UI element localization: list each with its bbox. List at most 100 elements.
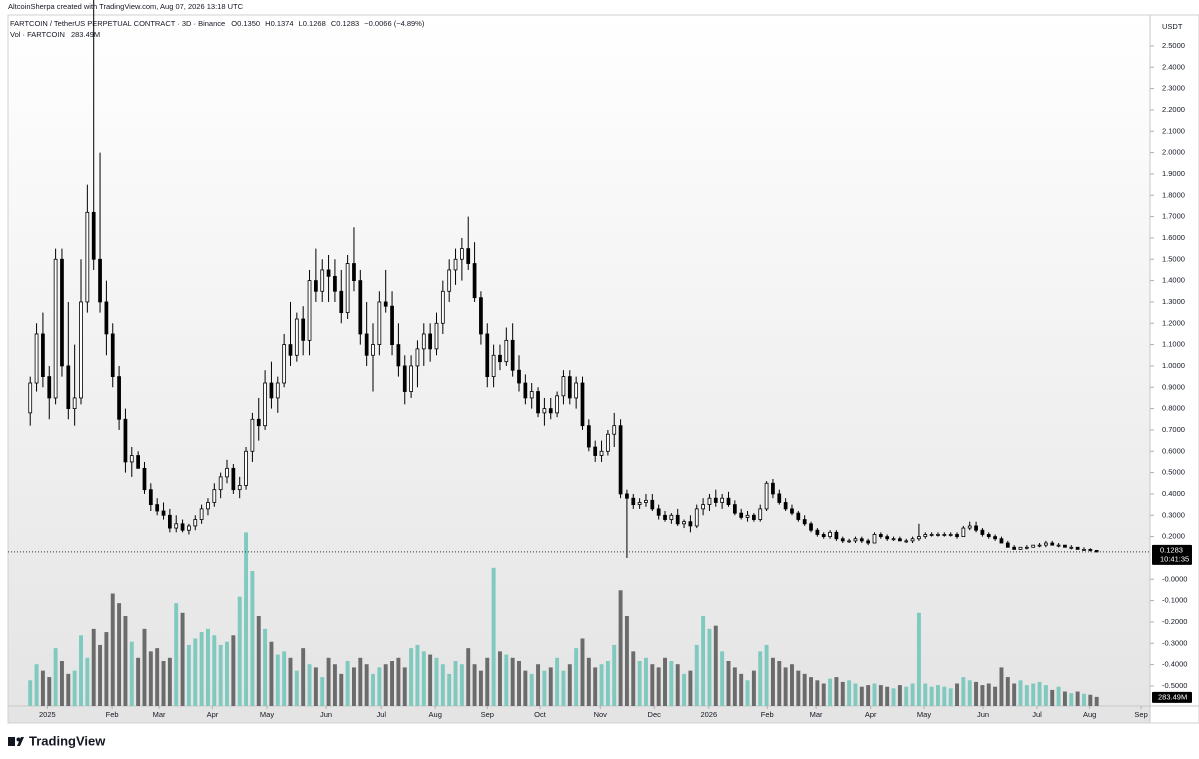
- candle-body: [593, 446, 598, 456]
- y-tick-label: -0.0000: [1162, 574, 1187, 583]
- volume-bar: [853, 683, 858, 706]
- candle-body: [34, 333, 39, 384]
- volume-bar: [269, 641, 274, 706]
- volume-bar: [783, 667, 788, 706]
- y-tick-label: 0.8000: [1162, 404, 1185, 413]
- volume-bar: [434, 657, 439, 706]
- x-tick-label: May: [917, 710, 931, 719]
- x-tick-label: Jul: [376, 710, 386, 719]
- candle-body: [529, 391, 534, 399]
- volume-bar: [85, 657, 90, 706]
- volume-bar: [193, 638, 198, 706]
- y-tick-label: 1.0000: [1162, 361, 1185, 370]
- candle-body: [656, 508, 661, 516]
- volume-bar: [840, 681, 845, 706]
- volume-bar: [675, 664, 680, 706]
- volume-bar: [536, 664, 541, 706]
- volume-bar: [459, 664, 464, 706]
- volume-bar: [351, 667, 356, 706]
- candle-body: [206, 502, 210, 510]
- brand-name: TradingView: [29, 733, 106, 748]
- y-tick-label: 1.6000: [1162, 233, 1185, 242]
- volume-bar: [371, 673, 375, 706]
- y-tick-label: 2.0000: [1162, 148, 1185, 157]
- volume-bar: [986, 683, 991, 706]
- candle-body: [599, 450, 604, 456]
- symbol: FARTCOIN / TetherUS PERPETUAL CONTRACT ·…: [10, 19, 225, 28]
- last-price-box: [1152, 544, 1192, 565]
- volume-bar: [40, 670, 45, 706]
- volume-bar: [809, 677, 813, 706]
- candle-body: [447, 269, 452, 292]
- volume-bar: [770, 657, 775, 706]
- volume-bar: [707, 628, 712, 706]
- volume-bar: [1050, 689, 1055, 706]
- volume-bar: [764, 644, 769, 706]
- volume-bar: [186, 644, 191, 706]
- volume-bar: [682, 673, 687, 706]
- volume-bar: [218, 644, 223, 706]
- volume-bar: [129, 641, 134, 706]
- candle-body: [326, 269, 331, 277]
- candle-body: [726, 497, 731, 506]
- volume-bar: [910, 683, 915, 706]
- candle-body: [752, 514, 756, 520]
- volume-bar: [358, 657, 363, 706]
- volume-bar: [916, 612, 921, 706]
- candle-body: [815, 529, 820, 535]
- volume-bar: [59, 661, 64, 706]
- volume-bar: [1094, 696, 1099, 706]
- volume-bar: [574, 648, 579, 706]
- candle-body: [358, 280, 363, 335]
- candle-body: [390, 305, 394, 346]
- candle-body: [421, 333, 426, 350]
- candle-body: [72, 397, 77, 410]
- candle-body: [986, 534, 991, 538]
- y-tick-label: 0.5000: [1162, 468, 1185, 477]
- volume-bar: [1056, 686, 1061, 706]
- candle-body: [504, 339, 509, 363]
- candle-body: [574, 382, 579, 399]
- candle-body: [1044, 542, 1048, 546]
- volume-bar: [497, 651, 502, 706]
- volume-bar: [847, 680, 852, 706]
- volume-bar: [999, 667, 1004, 706]
- y-tick-label: 1.9000: [1162, 169, 1185, 178]
- candle-body: [142, 467, 147, 491]
- volume-bar: [656, 667, 661, 706]
- volume-bar: [98, 644, 103, 706]
- candle-body: [961, 527, 966, 538]
- candle-body: [936, 534, 940, 536]
- candle-body: [155, 504, 160, 512]
- candle-body: [872, 534, 877, 544]
- attribution: AltcoinSherpa created with TradingView.c…: [8, 2, 244, 11]
- volume-bar: [745, 680, 750, 706]
- candle-body: [536, 391, 540, 414]
- volume-bar: [453, 661, 458, 706]
- volume-bar: [110, 593, 115, 706]
- volume-bar: [580, 638, 585, 706]
- last-price-label: 0.1283: [1160, 545, 1183, 554]
- volume-bar: [644, 657, 648, 706]
- volume-bar: [447, 673, 452, 706]
- candle-body: [460, 248, 464, 260]
- candle-body: [491, 354, 496, 378]
- volume-bar: [961, 677, 966, 706]
- open-text: O0.1350: [231, 19, 260, 28]
- symbol-legend: FARTCOIN / TetherUS PERPETUAL CONTRACT ·…: [10, 19, 425, 28]
- candle-body: [263, 382, 267, 427]
- candle-body: [66, 365, 71, 410]
- volume-bar: [510, 657, 515, 706]
- candle-body: [1005, 542, 1010, 548]
- volume-bar: [1037, 681, 1042, 706]
- volume-bar: [485, 657, 490, 706]
- candle-body: [269, 382, 274, 399]
- candle-body: [314, 280, 318, 292]
- x-tick-label: Nov: [594, 710, 608, 719]
- candle-body: [1075, 546, 1080, 550]
- volume-bar: [256, 616, 261, 706]
- volume-bar: [72, 670, 77, 706]
- candle-body: [60, 258, 64, 367]
- volume-bar: [948, 688, 953, 706]
- candle-body: [669, 514, 674, 520]
